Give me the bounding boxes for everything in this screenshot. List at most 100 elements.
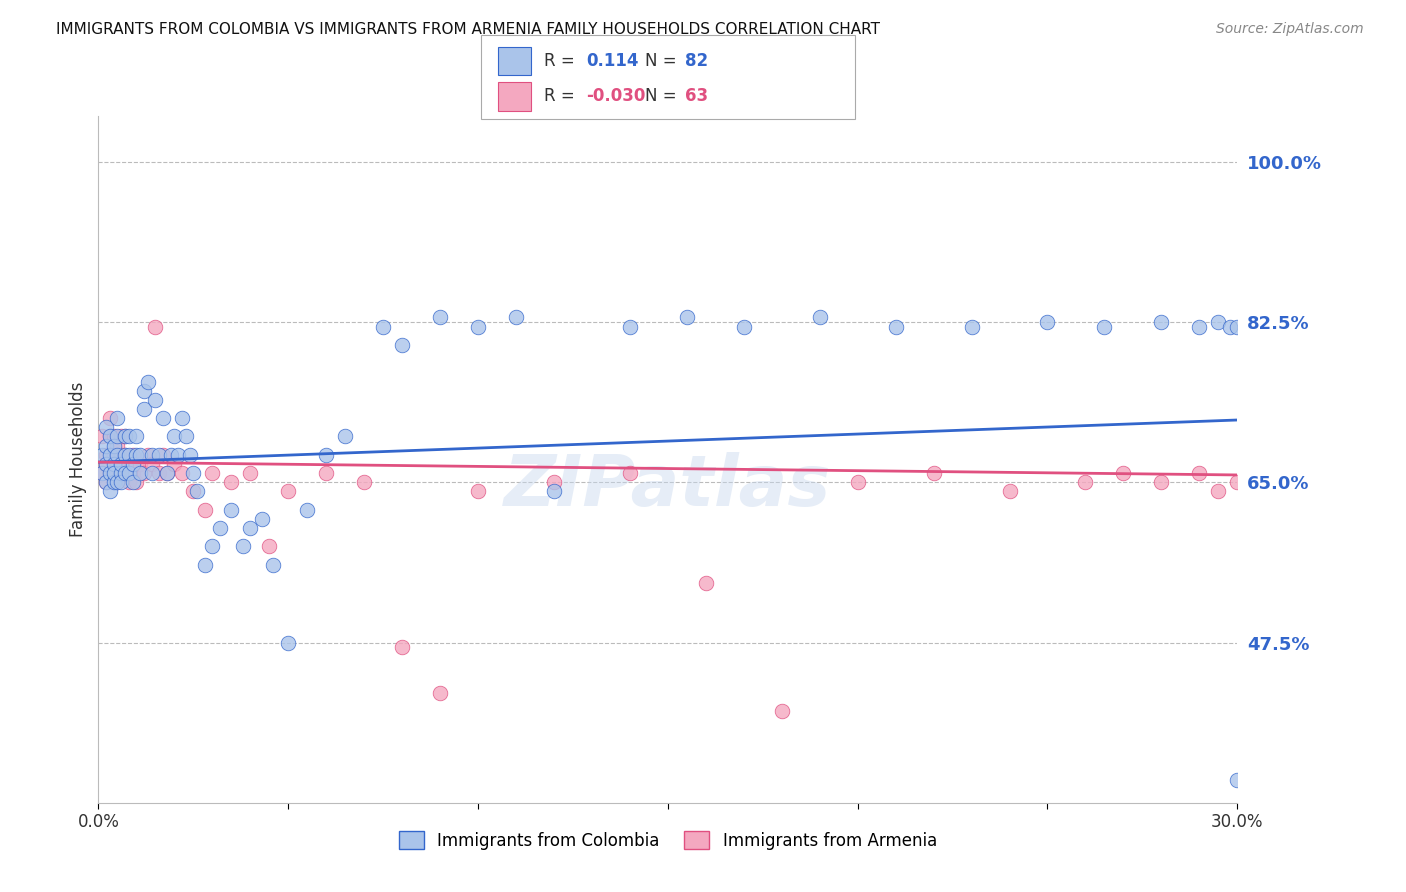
Point	[619, 319, 641, 334]
Point	[103, 457, 125, 471]
Text: Source: ZipAtlas.com: Source: ZipAtlas.com	[1216, 22, 1364, 37]
Point	[114, 429, 136, 443]
Point	[163, 457, 186, 471]
Point	[110, 466, 132, 480]
Point	[98, 448, 121, 462]
Point	[179, 448, 201, 462]
Point	[232, 540, 254, 554]
Point	[136, 375, 159, 389]
Point	[94, 439, 117, 453]
Point	[91, 466, 114, 480]
Point	[94, 457, 117, 471]
Point	[695, 576, 717, 591]
Point	[1074, 475, 1097, 490]
Point	[167, 448, 190, 462]
Point	[91, 448, 114, 462]
Point	[114, 466, 136, 480]
Point	[107, 429, 129, 443]
Point	[1226, 475, 1249, 490]
Point	[884, 319, 907, 334]
Point	[1208, 315, 1230, 329]
Point	[94, 475, 117, 490]
Point	[1188, 319, 1211, 334]
Point	[103, 466, 125, 480]
Point	[114, 429, 136, 443]
Point	[194, 558, 217, 572]
Point	[163, 429, 186, 443]
Point	[543, 484, 565, 499]
Text: R =: R =	[544, 52, 575, 70]
Point	[148, 448, 170, 462]
Point	[467, 484, 489, 499]
Point	[110, 466, 132, 480]
Text: N =: N =	[645, 52, 676, 70]
Point	[262, 558, 284, 572]
Point	[170, 466, 193, 480]
Point	[467, 319, 489, 334]
Point	[98, 429, 121, 443]
Point	[1219, 319, 1241, 334]
Point	[141, 457, 163, 471]
Point	[121, 448, 143, 462]
Point	[136, 448, 159, 462]
Point	[297, 502, 319, 516]
Point	[110, 475, 132, 490]
Text: N =: N =	[645, 87, 676, 105]
Point	[107, 475, 129, 490]
Point	[1150, 475, 1173, 490]
Point	[121, 466, 143, 480]
Point	[114, 448, 136, 462]
Point	[159, 448, 181, 462]
Point	[170, 411, 193, 425]
Point	[808, 310, 831, 325]
Point	[429, 686, 451, 700]
Point	[132, 402, 155, 417]
Point	[94, 448, 117, 462]
Point	[141, 466, 163, 480]
Point	[1246, 484, 1268, 499]
Point	[239, 466, 262, 480]
Point	[98, 411, 121, 425]
Point	[98, 484, 121, 499]
Point	[733, 319, 755, 334]
Point	[152, 411, 174, 425]
Point	[125, 429, 148, 443]
Point	[103, 429, 125, 443]
Point	[94, 457, 117, 471]
Point	[619, 466, 641, 480]
Point	[186, 484, 208, 499]
Point	[998, 484, 1021, 499]
Text: 0.114: 0.114	[586, 52, 638, 70]
Point	[98, 466, 121, 480]
Point	[103, 448, 125, 462]
Point	[221, 475, 243, 490]
Point	[94, 475, 117, 490]
Point	[174, 429, 197, 443]
Point	[1208, 484, 1230, 499]
Point	[846, 475, 869, 490]
Point	[315, 448, 337, 462]
Point	[1226, 772, 1249, 787]
Point	[277, 484, 299, 499]
Point	[194, 502, 217, 516]
Point	[201, 466, 224, 480]
Point	[129, 457, 152, 471]
Point	[103, 439, 125, 453]
Point	[118, 475, 141, 490]
Point	[118, 457, 141, 471]
Point	[543, 475, 565, 490]
Text: R =: R =	[544, 87, 575, 105]
Point	[114, 448, 136, 462]
Point	[145, 319, 167, 334]
Point	[391, 640, 413, 654]
Legend: Immigrants from Colombia, Immigrants from Armenia: Immigrants from Colombia, Immigrants fro…	[392, 825, 943, 856]
Point	[145, 392, 167, 407]
Point	[1036, 315, 1059, 329]
Point	[505, 310, 527, 325]
Point	[118, 429, 141, 443]
Point	[110, 429, 132, 443]
Point	[103, 466, 125, 480]
Point	[118, 466, 141, 480]
Point	[1188, 466, 1211, 480]
Point	[676, 310, 699, 325]
